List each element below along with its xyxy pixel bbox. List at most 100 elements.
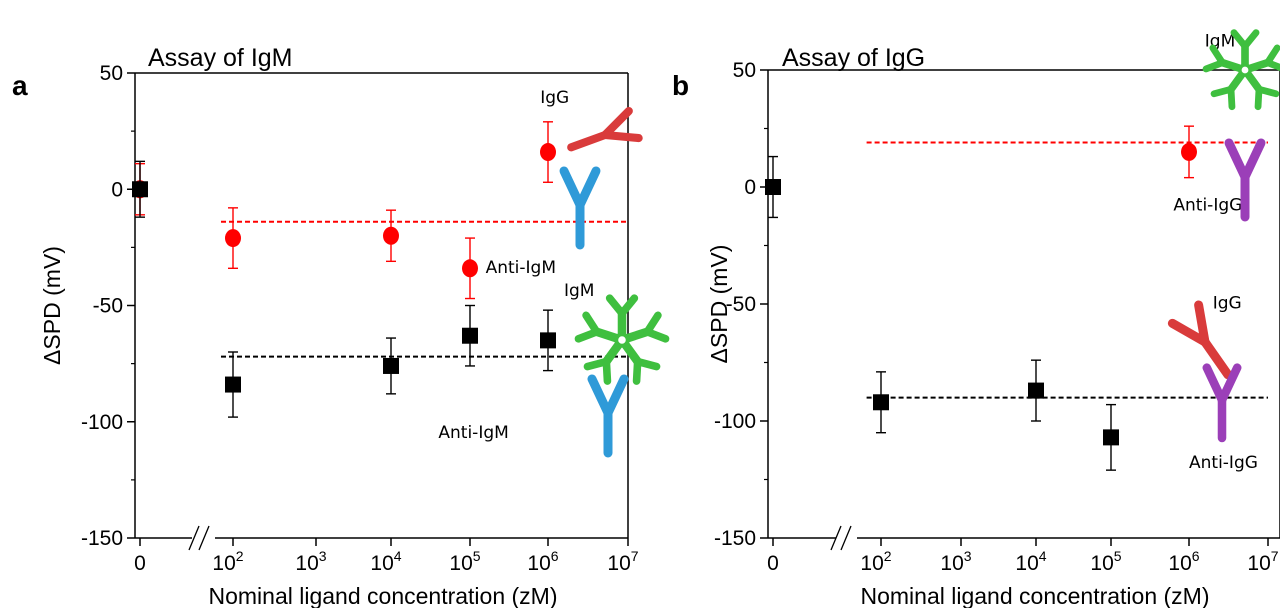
x-tick-base: 10 [1015,552,1038,575]
x-tick-base: 10 [449,552,472,575]
annotation-label: Anti-IgG [1173,195,1242,215]
x-tick-exponent: 3 [319,548,327,564]
data-point [540,143,556,162]
igm-protein-icon [1202,29,1280,111]
x-tick-base: 10 [1247,552,1270,575]
axis-break-mark [840,525,852,551]
x-tick-exponent: 7 [1271,548,1279,564]
y-axis-title: ΔSPD (mV) [706,245,732,364]
igg-stem-icon [1200,337,1233,380]
x-tick-base: 10 [1090,552,1113,575]
annotation-label: IgM [1205,32,1235,52]
x-tick-label: 105 [1090,548,1121,575]
x-tick-label: 107 [1247,548,1278,575]
x-tick-exponent: 5 [1114,548,1122,564]
x-tick-label: 102 [860,548,891,575]
x-tick-base: 0 [767,552,779,575]
igm-branch-icon [632,357,642,385]
axis-break-mark [830,525,842,551]
y-tick-label: -100 [714,410,756,433]
data-point [225,376,241,393]
y-tick-label: 0 [111,178,123,201]
x-tick-label: 106 [527,548,558,575]
data-point [1028,382,1044,399]
anti-igm-protein-icon [587,374,629,458]
igg-arm-right-icon [1194,300,1210,347]
anti-igg-protein-icon [1202,363,1242,443]
anti-igm-arm-right-icon [575,166,601,210]
data-point [462,259,478,278]
chart-title: Assay of IgG [782,44,925,72]
data-point [383,226,399,245]
y-tick-label: -100 [81,411,123,434]
igm-branch-icon [1254,85,1263,111]
igg-protein-icon [567,106,643,152]
y-tick-label: -150 [81,527,123,550]
x-tick-label: 0 [134,552,146,575]
igm-branch-icon [1264,59,1280,73]
x-tick-label: 104 [1015,548,1046,575]
x-tick-label: 105 [449,548,480,575]
anti-igm-arm-left-icon [559,166,585,210]
x-tick-base: 10 [527,552,550,575]
igm-protein-icon [574,294,670,385]
x-tick-exponent: 2 [884,548,892,564]
anti-igg-arm-right-icon [1240,138,1266,182]
igg-stem-icon [567,130,610,152]
data-point [462,327,478,344]
igm-branch-icon [618,294,639,318]
panel-letter: b [672,70,689,101]
y-tick-label: 0 [744,176,756,199]
x-tick-base: 10 [860,552,883,575]
x-axis-title: Nominal ligand concentration (zM) [861,583,1210,608]
x-tick-label: 106 [1168,548,1199,575]
x-axis-title: Nominal ligand concentration (zM) [209,583,558,608]
y-tick-label: -50 [93,295,123,318]
igg-arm-right-icon [600,130,643,143]
chart-title: Assay of IgM [148,44,293,72]
data-point [383,357,399,374]
x-tick-label: 103 [940,548,971,575]
data-point [225,229,241,248]
igm-branch-icon [1210,85,1235,98]
data-point [873,394,889,411]
annotation-label: IgM [564,281,594,301]
x-tick-label: 103 [295,548,326,575]
annotation-label: Anti-IgM [438,423,508,443]
annotation-label: Anti-IgM [486,258,556,278]
anti-igg-arm-left-icon [1224,138,1250,182]
y-tick-label: -150 [714,527,756,550]
data-point [765,179,781,195]
igm-core-icon [614,332,630,348]
igm-branch-icon [583,357,611,371]
anti-igm-protein-icon [559,166,601,250]
axis-break-mark [188,525,200,551]
igm-branch-icon [582,311,601,336]
x-tick-label: 102 [212,548,243,575]
igg-arm-left-icon [600,106,633,140]
x-tick-exponent: 6 [1192,548,1200,564]
igm-branch-icon [1241,29,1260,50]
x-tick-base: 10 [940,552,963,575]
data-point [1103,429,1119,446]
x-tick-label: 0 [767,552,779,575]
igm-branch-icon [1209,44,1226,67]
data-point [132,181,148,198]
x-tick-base: 10 [607,552,630,575]
anti-igg-arm-left-icon [1202,363,1227,405]
x-tick-base: 10 [1168,552,1191,575]
x-tick-label: 107 [607,548,638,575]
anti-igg-protein-icon [1224,138,1266,222]
x-tick-label: 104 [370,548,401,575]
x-tick-exponent: 4 [394,548,402,564]
x-tick-exponent: 3 [964,548,972,564]
anti-igg-arm-right-icon [1217,363,1242,405]
igm-branch-icon [643,327,670,343]
anti-igm-arm-left-icon [587,374,613,418]
x-tick-exponent: 6 [551,548,559,564]
y-tick-label: 50 [100,62,123,85]
data-point [1181,142,1197,161]
x-tick-exponent: 7 [631,548,639,564]
